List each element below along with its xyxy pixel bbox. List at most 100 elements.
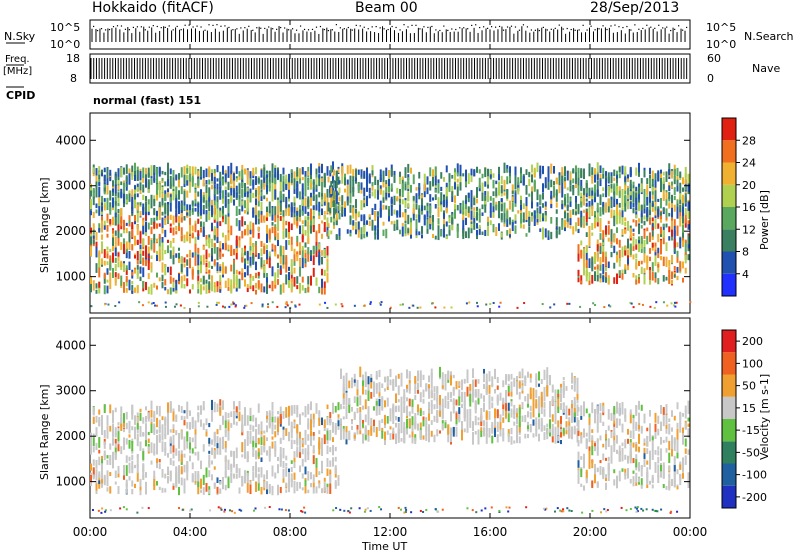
power-cell: [167, 266, 169, 273]
power-cell: [352, 187, 355, 197]
power-cell: [183, 174, 186, 185]
power-cell: [624, 229, 627, 235]
velocity-cell: [211, 399, 213, 410]
power-cell: [312, 187, 315, 195]
power-scatter: [468, 301, 471, 304]
power-cell: [191, 266, 194, 271]
power-cell: [161, 217, 164, 228]
velocity-cell: [364, 429, 367, 435]
power-cell: [671, 218, 673, 230]
power-scatter: [179, 304, 182, 307]
nsearch-sample: [534, 29, 536, 31]
velocity-cell: [351, 381, 353, 386]
power-cell: [299, 258, 301, 267]
power-cell: [550, 196, 553, 207]
power-cell: [172, 287, 175, 292]
power-cell: [374, 176, 377, 186]
velocity-cell: [321, 445, 323, 456]
power-cell: [230, 187, 233, 196]
power-scatter: [541, 303, 544, 306]
power-scatter: [234, 305, 237, 308]
power-cell: [517, 187, 520, 195]
power-cell: [599, 173, 602, 179]
power-cell: [180, 203, 183, 210]
velocity-cell: [362, 419, 364, 425]
velocity-cell: [208, 470, 211, 477]
power-cell: [594, 211, 596, 216]
velocity-cell: [120, 414, 123, 420]
velocity-cell: [136, 463, 139, 474]
power-cell: [252, 192, 255, 198]
velocity-cell: [288, 475, 290, 485]
power-cell: [183, 216, 186, 221]
nsearch-sample: [379, 27, 381, 29]
velocity-cell: [230, 411, 233, 418]
velocity-cell: [95, 469, 98, 479]
power-cell: [498, 181, 500, 188]
power-cell: [200, 172, 202, 178]
power-cell: [470, 210, 473, 220]
velocity-cell: [293, 457, 296, 463]
power-cell: [616, 198, 618, 207]
power-cell: [109, 206, 112, 215]
power-cell: [602, 230, 605, 240]
power-cell: [216, 189, 219, 195]
power-cell: [437, 197, 440, 207]
power-cell: [401, 199, 404, 205]
nsearch-sample: [288, 29, 290, 31]
velocity-cell: [224, 484, 227, 491]
velocity-cell: [123, 441, 125, 450]
power-cell: [222, 165, 224, 175]
power-cell: [517, 210, 520, 214]
power-cell: [274, 183, 277, 190]
power-cell: [618, 186, 621, 191]
freq-tick-top: 18: [66, 52, 80, 65]
power-cell: [484, 196, 487, 201]
power-cell: [260, 208, 263, 215]
power-cell: [145, 167, 147, 176]
power-cell: [651, 206, 654, 212]
power-cell: [186, 180, 189, 186]
velocity-cell: [120, 419, 123, 424]
power-cell: [456, 227, 459, 238]
power-cell: [268, 201, 271, 213]
power-cell: [618, 249, 621, 261]
power-cell: [235, 206, 238, 217]
power-cell: [288, 266, 290, 271]
power-cell: [167, 188, 169, 192]
power-cell: [525, 185, 528, 195]
velocity-cell: [128, 422, 131, 429]
velocity-cell: [356, 429, 359, 435]
power-cell: [337, 178, 340, 183]
velocity-cell: [180, 477, 183, 481]
power-cell: [443, 196, 445, 201]
nsearch-sample: [506, 26, 509, 28]
power-cell: [318, 201, 321, 212]
power-cell: [106, 285, 109, 294]
power-cell: [646, 261, 649, 270]
velocity-cell: [161, 487, 164, 493]
power-cell: [293, 185, 296, 191]
power-scatter: [221, 305, 224, 308]
power-cell: [235, 278, 238, 289]
velocity-cell: [293, 440, 296, 445]
power-cell: [440, 172, 443, 179]
power-cell: [249, 193, 252, 203]
power-cell: [112, 216, 114, 226]
power-scatter: [485, 303, 488, 306]
power-cell: [277, 254, 279, 259]
velocity-cell: [158, 405, 161, 417]
velocity-cell: [175, 415, 178, 423]
power-cell: [646, 208, 649, 218]
power-cell: [241, 164, 244, 174]
velocity-cell: [106, 419, 109, 425]
power-cell: [252, 254, 255, 265]
velocity-cell: [296, 405, 299, 410]
power-cell: [627, 188, 629, 195]
power-cell: [222, 264, 224, 275]
power-cell: [588, 163, 591, 174]
power-cell: [205, 249, 208, 260]
velocity-cell: [219, 399, 222, 410]
power-cell: [665, 258, 668, 267]
power-cell: [310, 166, 312, 175]
